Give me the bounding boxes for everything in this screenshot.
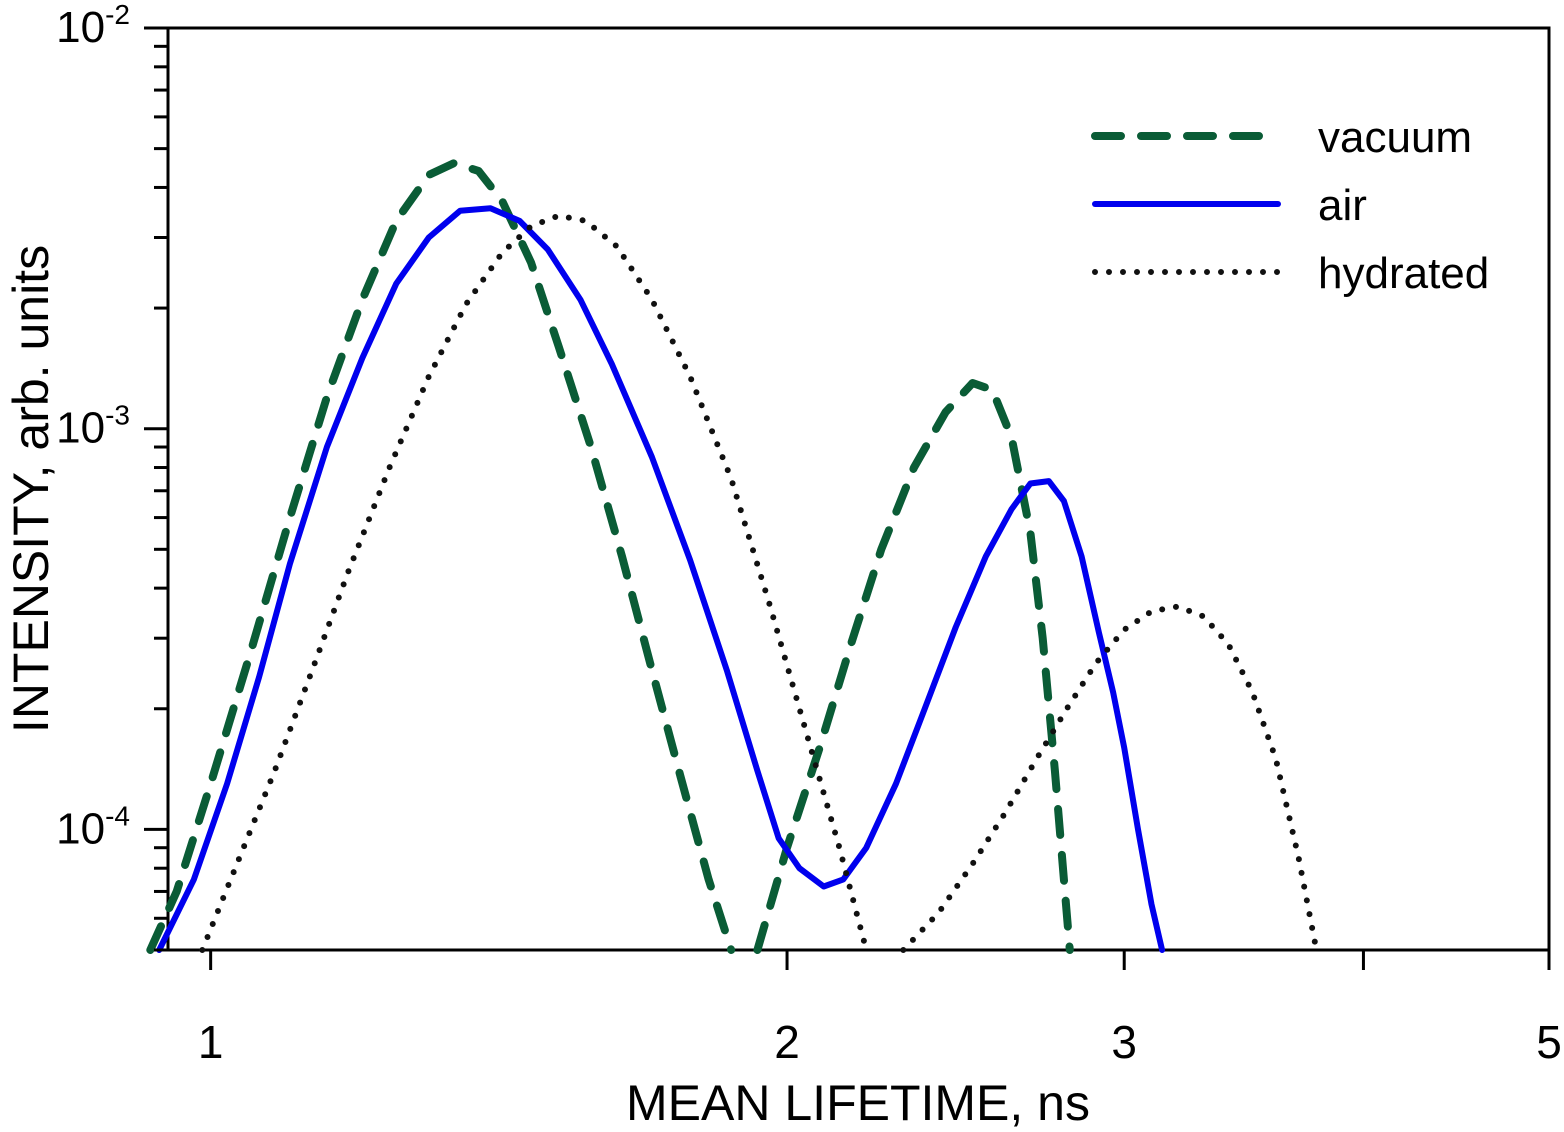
y-tick-label: 10-4 [56,800,130,853]
x-axis-label: MEAN LIFETIME, ns [626,1075,1090,1131]
series-air-line-2 [156,205,1166,953]
series-vacuum-line-0 [146,159,736,954]
legend-label-air: air [1318,181,1367,230]
series-hydrated-line-4 [900,603,1320,953]
y-axis: 10-2 10-3 10-4 [56,0,168,952]
curves-group [146,159,1320,954]
x-tick-label-3: 3 [1111,1016,1137,1068]
series-vacuum-line-1 [753,379,1074,954]
series-hydrated-line-3 [199,212,870,953]
legend: vacuum air hydrated [1091,113,1489,298]
x-tick-label-5: 5 [1536,1016,1562,1068]
x-tick-label-2: 2 [774,1016,800,1068]
x-axis: 1 2 3 5 [198,950,1562,1068]
y-tick-label: 10-2 [56,0,130,52]
x-tick-label-1: 1 [198,1016,224,1068]
y-axis-label: INTENSITY, arb. units [3,245,59,733]
legend-label-hydrated: hydrated [1318,249,1489,298]
y-tick-label: 10-3 [56,400,130,453]
legend-label-vacuum: vacuum [1318,113,1472,162]
plot-frame [166,26,1551,952]
